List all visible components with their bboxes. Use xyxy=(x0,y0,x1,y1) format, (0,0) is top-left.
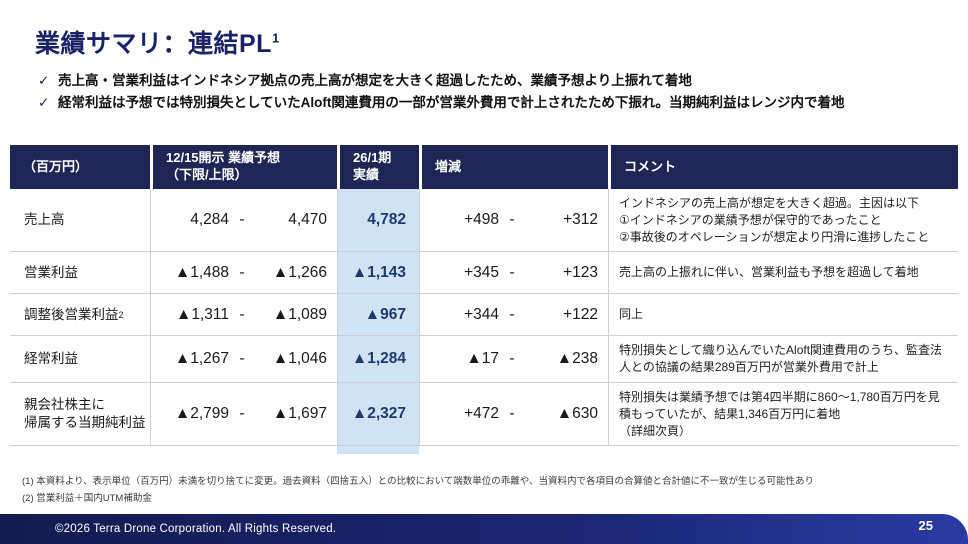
forecast-low: ▲1,311 xyxy=(176,305,229,323)
range-separator: - xyxy=(509,305,515,323)
forecast-low: ▲2,799 xyxy=(174,405,229,423)
table-row: 親会社株主に 帰属する当期純利益 ▲2,799 - ▲1,697 ▲2,327 … xyxy=(10,382,958,447)
summary-bullet: ✓ 売上高・営業利益はインドネシア拠点の売上高が想定を大きく超過したため、業績予… xyxy=(38,70,958,92)
table-row: 経常利益 ▲1,267 - ▲1,046 ▲1,284 ▲17 - ▲238 特… xyxy=(10,336,958,383)
page-title-text: 業績サマリ：連結PL xyxy=(35,30,272,58)
summary-bullet-text: 売上高・営業利益はインドネシア拠点の売上高が想定を大きく超過したため、業績予想よ… xyxy=(58,73,692,88)
delta-high: ▲630 xyxy=(556,405,598,423)
delta-low: +472 xyxy=(464,405,499,423)
forecast-high: ▲1,266 xyxy=(272,263,327,281)
delta-high: ▲238 xyxy=(556,350,598,368)
range-separator: - xyxy=(239,211,245,229)
actual-value-cell: ▲967 xyxy=(337,294,419,337)
range-separator: - xyxy=(239,350,245,368)
range-separator: - xyxy=(509,350,515,368)
delta-high: +122 xyxy=(563,305,598,323)
copyright-text: ©2026 Terra Drone Corporation. All Right… xyxy=(55,523,337,535)
checkmark-icon: ✓ xyxy=(38,94,50,110)
comment-cell: 売上高の上振れに伴い、営業利益も予想を超過して着地 xyxy=(608,252,958,295)
row-label: 売上高 xyxy=(10,189,150,253)
delta-low: +345 xyxy=(464,263,499,281)
comment-cell: 特別損失は業績予想では第4四半期に860～1,780百万円を見積もっていたが、結… xyxy=(608,382,958,447)
range-separator: - xyxy=(239,305,245,323)
forecast-range-cell: ▲1,488 - ▲1,266 xyxy=(150,252,337,295)
page-title-footnote-ref: 1 xyxy=(271,30,280,46)
delta-range-cell: ▲17 - ▲238 xyxy=(419,336,608,383)
column-header-unit: （百万円） xyxy=(23,158,89,174)
actual-value-cell: ▲2,327 xyxy=(337,382,419,447)
table-row: 営業利益 ▲1,488 - ▲1,266 ▲1,143 +345 - +123 … xyxy=(10,252,958,295)
actual-value-cell: 4,782 xyxy=(337,188,419,253)
delta-low: +344 xyxy=(464,305,499,323)
delta-range-cell: +472 - ▲630 xyxy=(419,382,608,447)
row-label: 経常利益 xyxy=(10,336,150,383)
table-header-row: （百万円） 12/15開示 業績予想 （下限/上限） 26/1期 実績 増減 コ… xyxy=(10,145,958,189)
forecast-range-cell: 4,284 - 4,470 xyxy=(150,188,337,253)
forecast-high: ▲1,089 xyxy=(272,305,327,323)
range-separator: - xyxy=(509,211,515,229)
actual-value-cell: ▲1,284 xyxy=(337,336,419,383)
forecast-low: ▲1,267 xyxy=(174,350,229,368)
column-header-actual: 26/1期 実績 xyxy=(337,145,419,189)
footnote-2: (2) 営業利益＋国内UTM補助金 xyxy=(22,492,152,504)
comment-cell: 同上 xyxy=(608,294,958,337)
table-row: 売上高 4,284 - 4,470 4,782 +498 - +312 インドネ… xyxy=(10,188,958,253)
checkmark-icon: ✓ xyxy=(38,73,50,88)
forecast-high: 4,470 xyxy=(288,211,327,229)
row-label-footnote-ref: 2 xyxy=(118,309,124,320)
forecast-range-cell: ▲2,799 - ▲1,697 xyxy=(150,382,337,447)
page-number: 25 xyxy=(918,518,933,533)
pl-summary-table: （百万円） 12/15開示 業績予想 （下限/上限） 26/1期 実績 増減 コ… xyxy=(10,145,958,455)
row-label: 調整後営業利益 2 xyxy=(10,294,150,337)
forecast-high: ▲1,046 xyxy=(272,350,327,368)
range-separator: - xyxy=(509,263,515,281)
footnote-1: (1) 本資料より、表示単位（百万円）未満を切り捨てに変更。過去資料（四捨五入）… xyxy=(22,475,815,487)
comment-cell: 特別損失として織り込んでいたAloft関連費用のうち、監査法人との協議の結果28… xyxy=(608,336,958,383)
delta-low: ▲17 xyxy=(466,350,499,368)
comment-cell: インドネシアの売上高が想定を大きく超過。主因は以下 ①インドネシアの業績予想が保… xyxy=(608,188,958,253)
range-separator: - xyxy=(239,263,245,281)
forecast-range-cell: ▲1,267 - ▲1,046 xyxy=(150,336,337,383)
range-separator: - xyxy=(239,405,245,423)
delta-range-cell: +344 - +122 xyxy=(419,294,608,337)
row-label: 親会社株主に 帰属する当期純利益 xyxy=(10,383,150,447)
column-header-delta: 増減 xyxy=(419,145,608,189)
actual-value-cell: ▲1,143 xyxy=(337,252,419,295)
delta-high: +312 xyxy=(563,211,598,229)
highlight-column-tail xyxy=(337,446,419,455)
range-separator: - xyxy=(509,405,515,423)
slide-header: 業績サマリ：連結PL1 ✓ 売上高・営業利益はインドネシア拠点の売上高が想定を大… xyxy=(0,0,968,113)
forecast-low: 4,284 xyxy=(190,211,229,229)
page-title: 業績サマリ：連結PL1 xyxy=(35,24,958,60)
forecast-low: ▲1,488 xyxy=(174,263,229,281)
column-header-comment: コメント xyxy=(608,145,958,189)
column-header-forecast: 12/15開示 業績予想 （下限/上限） xyxy=(150,145,337,189)
forecast-range-cell: ▲1,311 - ▲1,089 xyxy=(150,294,337,337)
summary-bullets: ✓ 売上高・営業利益はインドネシア拠点の売上高が想定を大きく超過したため、業績予… xyxy=(38,70,958,113)
delta-high: +123 xyxy=(563,263,598,281)
forecast-high: ▲1,697 xyxy=(272,405,327,423)
table-row: 調整後営業利益 2 ▲1,311 - ▲1,089 ▲967 +344 - +12… xyxy=(10,294,958,337)
delta-range-cell: +345 - +123 xyxy=(419,252,608,295)
row-label: 営業利益 xyxy=(10,252,150,295)
summary-bullet: ✓ 経常利益は予想では特別損失としていたAloft関連費用の一部が営業外費用で計… xyxy=(38,92,958,114)
summary-bullet-text: 経常利益は予想では特別損失としていたAloft関連費用の一部が営業外費用で計上さ… xyxy=(58,94,845,110)
delta-range-cell: +498 - +312 xyxy=(419,188,608,253)
delta-low: +498 xyxy=(464,211,499,229)
footnotes: (1) 本資料より、表示単位（百万円）未満を切り捨てに変更。過去資料（四捨五入）… xyxy=(22,473,814,507)
bottom-bar: ©2026 Terra Drone Corporation. All Right… xyxy=(0,514,968,544)
